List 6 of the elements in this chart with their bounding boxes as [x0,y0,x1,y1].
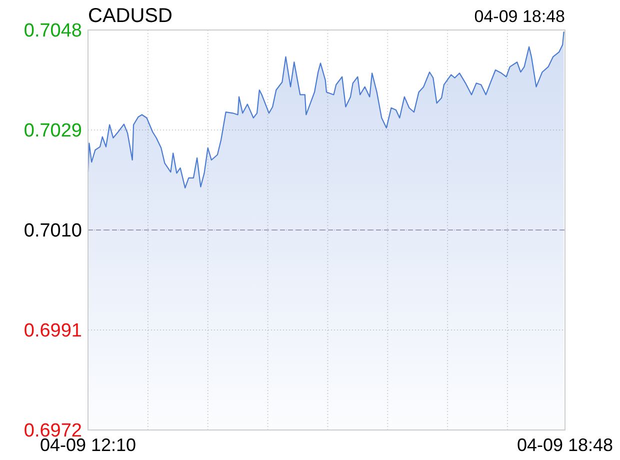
chart-title: CADUSD [88,5,172,27]
y-tick-label: 0.7029 [24,120,82,142]
y-tick-label: 0.6991 [24,320,82,342]
y-tick-label: 0.7010 [24,220,82,242]
y-tick-label: 0.7048 [24,20,82,42]
text: 04-09 18:48 [474,7,565,26]
